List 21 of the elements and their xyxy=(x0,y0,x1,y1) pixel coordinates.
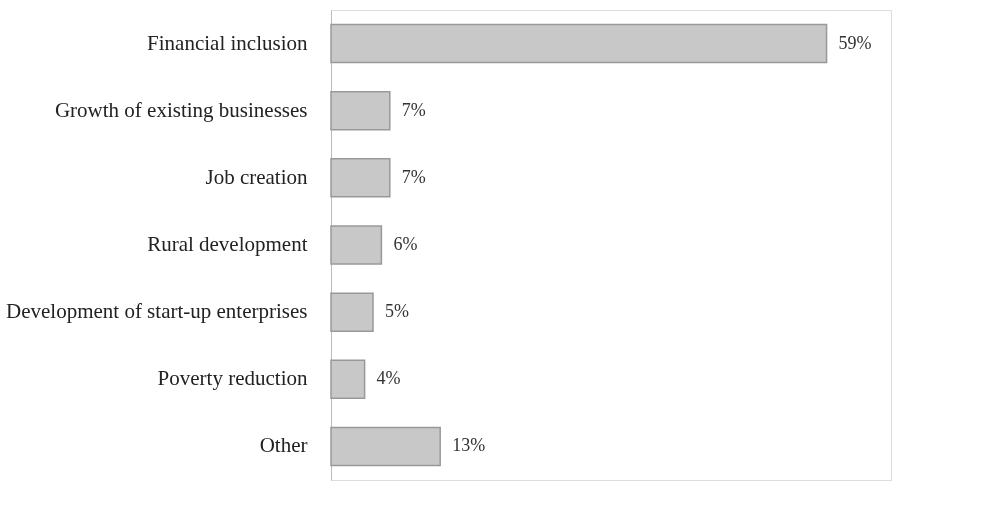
y-tick-label: Rural development xyxy=(147,232,308,256)
data-label: 5% xyxy=(385,301,409,322)
data-label: 4% xyxy=(376,368,401,389)
data-label: 7% xyxy=(401,99,426,120)
data-label: 13% xyxy=(452,435,486,456)
bar xyxy=(330,426,441,467)
data-label: 59% xyxy=(838,32,872,53)
y-tick-label: Growth of existing businesses xyxy=(54,97,308,122)
bar xyxy=(330,90,391,131)
y-tick-label: Other xyxy=(259,433,308,458)
y-tick-label: Development of start-up enterprises xyxy=(6,299,308,324)
bar xyxy=(330,359,366,400)
data-label: 7% xyxy=(401,166,426,187)
bar xyxy=(330,292,374,332)
bar xyxy=(330,23,828,64)
bar xyxy=(330,225,383,265)
y-tick-label: Job creation xyxy=(205,164,308,189)
y-tick-label: Poverty reduction xyxy=(157,366,308,391)
data-label: 6% xyxy=(393,234,418,254)
y-tick-label: Financial inclusion xyxy=(147,30,308,55)
bar xyxy=(330,158,391,198)
